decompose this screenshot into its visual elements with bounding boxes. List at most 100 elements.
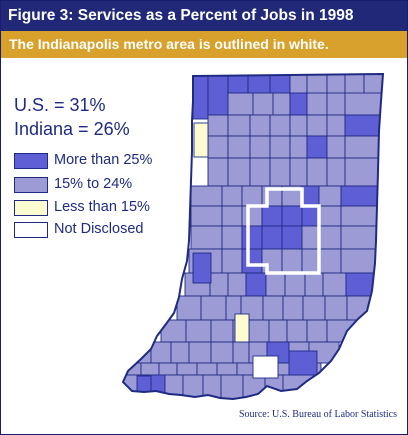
county-r10-c1 xyxy=(200,295,227,321)
county-r11-c2 xyxy=(210,319,234,343)
county-r2-c0 xyxy=(207,114,229,137)
source-note: Source: U.S. Bureau of Labor Statistics xyxy=(238,409,397,420)
figure-title: Figure 3: Services as a Percent of Jobs … xyxy=(1,1,407,31)
county-r4-c2 xyxy=(249,157,271,187)
county-r12-c1 xyxy=(150,341,172,364)
figure-subtitle: The Indianapolis metro area is outlined … xyxy=(1,31,407,58)
county-r2-c7 xyxy=(344,114,383,137)
legend-swatch-nd xyxy=(14,222,48,238)
county-r7-c4 xyxy=(281,225,303,250)
county-r1-c3 xyxy=(289,92,308,116)
county-r8-c3 xyxy=(261,248,283,274)
legend-label-mid: 15% to 24% xyxy=(54,176,133,192)
county-r12-c2 xyxy=(170,341,190,364)
county-r4-c3 xyxy=(269,157,291,187)
stat-indiana-percent: Indiana = 26% xyxy=(14,119,130,139)
county-r5-c1 xyxy=(221,185,243,207)
county-r11-c6 xyxy=(286,319,308,343)
county-r7-c0 xyxy=(190,225,223,250)
county-r3-c3 xyxy=(269,135,291,159)
county-r2-c5 xyxy=(306,114,328,137)
legend-label-low: Less than 15% xyxy=(54,199,150,215)
county-r0-c1 xyxy=(207,74,229,120)
county-r10-c7 xyxy=(324,295,348,321)
indianapolis-metro-outline xyxy=(246,187,321,275)
county-r13-c4 xyxy=(196,362,218,376)
county-r9-c2 xyxy=(227,272,247,297)
county-r13-c2 xyxy=(158,362,178,376)
county-r14-c8 xyxy=(282,374,324,399)
county-r3-c2 xyxy=(249,135,271,159)
county-r13-c3 xyxy=(176,362,198,376)
county-r7-c1 xyxy=(221,225,243,250)
county-r9-c8 xyxy=(345,272,382,297)
legend-label-nd: Not Disclosed xyxy=(54,221,144,237)
county-r6-c6 xyxy=(318,205,342,227)
county-r1-c6 xyxy=(344,92,383,116)
county-r10-c6 xyxy=(302,295,326,321)
county-r13-c1 xyxy=(140,362,160,376)
county-high-southeast xyxy=(288,350,318,376)
county-r3-c1 xyxy=(227,135,251,159)
county-r9-c1 xyxy=(209,272,229,297)
county-r5-c6 xyxy=(318,185,342,207)
county-fills xyxy=(123,74,383,399)
county-r9-c7 xyxy=(322,272,347,297)
legend-label-high: More than 25% xyxy=(54,152,153,168)
county-r1-c2 xyxy=(272,92,291,116)
county-r9-c6 xyxy=(304,272,324,297)
county-r10-c4 xyxy=(262,295,284,321)
county-r13-c5 xyxy=(216,362,238,376)
county-r11-c5 xyxy=(268,319,288,343)
county-not-disclosed xyxy=(252,355,279,379)
county-r7-c2 xyxy=(241,225,263,250)
county-r7-c5 xyxy=(301,225,320,250)
county-r10-c5 xyxy=(282,295,304,321)
county-r3-c4 xyxy=(289,135,308,159)
legend-swatch-high xyxy=(14,153,48,169)
county-r4-c0 xyxy=(207,157,229,187)
county-r1-c4 xyxy=(306,92,328,116)
county-r3-c6 xyxy=(326,135,346,159)
county-r5-c0 xyxy=(190,185,223,207)
county-r12-c3 xyxy=(188,341,212,364)
county-high-southwest xyxy=(136,375,152,399)
county-low-northwest xyxy=(193,122,209,158)
county-high-west xyxy=(192,252,212,284)
county-r2-c6 xyxy=(326,114,346,137)
county-r4-c1 xyxy=(227,157,251,187)
county-r8-c5 xyxy=(301,248,320,274)
county-r7-c6 xyxy=(318,225,342,250)
county-r4-c5 xyxy=(306,157,328,187)
legend-swatch-mid xyxy=(14,177,48,193)
county-r8-c7 xyxy=(340,248,383,274)
county-r9-c3 xyxy=(245,272,267,297)
county-r2-c3 xyxy=(269,114,291,137)
county-r5-c5 xyxy=(301,185,320,207)
county-r10-c0 xyxy=(176,295,202,321)
legend-swatch-low xyxy=(14,200,48,216)
county-r3-c7 xyxy=(344,135,383,159)
county-low-south xyxy=(234,313,250,343)
county-r3-c0 xyxy=(207,135,229,159)
county-r12-c5 xyxy=(232,341,250,364)
county-r12-c4 xyxy=(210,341,234,364)
county-r5-c2 xyxy=(241,185,263,207)
county-r8-c2 xyxy=(241,248,263,274)
county-r1-c0 xyxy=(227,92,254,116)
county-r9-c5 xyxy=(284,272,306,297)
county-r11-c0 xyxy=(160,319,187,343)
county-r11-c4 xyxy=(248,319,270,343)
county-r4-c6 xyxy=(326,157,346,187)
county-r9-c4 xyxy=(265,272,286,297)
county-r7-c3 xyxy=(261,225,283,250)
county-r3-c5 xyxy=(306,135,328,159)
county-r6-c0 xyxy=(190,205,223,227)
indiana-state-border xyxy=(121,72,385,401)
county-r8-c4 xyxy=(281,248,303,274)
county-r2-c4 xyxy=(289,114,308,137)
stat-us-percent: U.S. = 31% xyxy=(14,95,106,115)
county-r8-c6 xyxy=(318,248,342,274)
county-r2-c2 xyxy=(249,114,271,137)
county-r1-c1 xyxy=(252,92,274,116)
